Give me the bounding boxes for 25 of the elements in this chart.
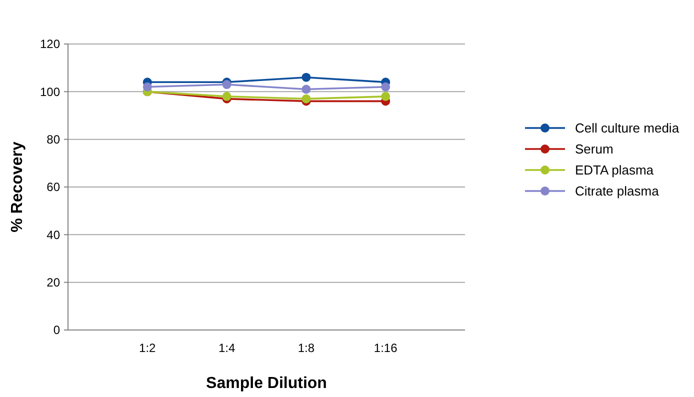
y-tick-label: 0 (53, 323, 60, 338)
x-tick-label: 1:16 (374, 341, 398, 355)
point (302, 72, 311, 82)
y-tick-label: 100 (40, 84, 60, 99)
point (381, 92, 390, 101)
x-tick-label: 1:4 (218, 341, 236, 355)
y-axis-title: % Recovery (9, 142, 26, 232)
point (222, 92, 232, 101)
x-tick-label: 1:8 (298, 341, 315, 355)
point (302, 84, 311, 94)
y-tick-label: 120 (40, 37, 60, 52)
y-tick-label: 40 (46, 228, 60, 242)
legend-label: Citrate plasma (575, 184, 660, 199)
legend-label: EDTA plasma (575, 162, 654, 178)
point (381, 82, 390, 92)
x-tick-label: 1:2 (139, 341, 156, 355)
point (302, 94, 311, 104)
x-axis-title: Sample Dilution (206, 375, 327, 392)
point (222, 80, 232, 90)
legend-label: Cell culture media (575, 120, 680, 136)
y-tick-label: 20 (46, 276, 60, 290)
y-tick-label: 60 (46, 180, 60, 194)
legend-label: Serum (575, 142, 614, 157)
y-tick-label: 80 (46, 132, 60, 147)
point (142, 82, 152, 92)
